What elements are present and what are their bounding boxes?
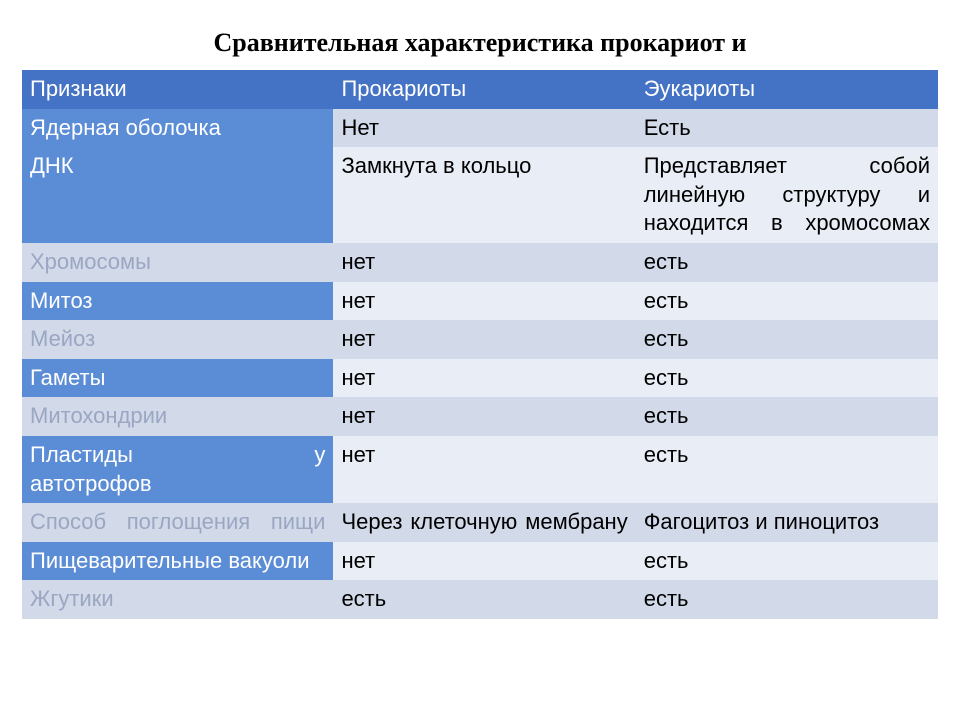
slide-title: Сравнительная характеристика прокариот и [22,10,938,70]
table-row: Пластиды уавтотрофовнетесть [22,436,938,503]
feature-cell: Мейоз [22,320,333,359]
prokaryotes-cell: есть [333,580,635,619]
feature-cell: Жгутики [22,580,333,619]
table-row: Митохондриинетесть [22,397,938,436]
eukaryotes-cell: Фагоцитоз и пиноцитоз [636,503,938,542]
table-row: Гаметынетесть [22,359,938,398]
table-row: Мейознетесть [22,320,938,359]
eukaryotes-cell: есть [636,282,938,321]
prokaryotes-cell: Нет [333,109,635,148]
feature-cell: Митоз [22,282,333,321]
table-header-cell: Прокариоты [333,70,635,109]
slide: Сравнительная характеристика прокариот и… [0,0,960,619]
prokaryotes-cell: нет [333,243,635,282]
prokaryotes-cell: нет [333,282,635,321]
prokaryotes-cell: нет [333,359,635,398]
feature-cell: ДНК [22,147,333,243]
eukaryotes-cell: есть [636,320,938,359]
prokaryotes-cell: нет [333,542,635,581]
feature-cell: Пластиды уавтотрофов [22,436,333,503]
prokaryotes-cell: Замкнута в кольцо [333,147,635,243]
eukaryotes-cell: Есть [636,109,938,148]
eukaryotes-cell: есть [636,580,938,619]
eukaryotes-cell: есть [636,243,938,282]
table-row: Митознетесть [22,282,938,321]
table-header-row: ПризнакиПрокариотыЭукариоты [22,70,938,109]
feature-cell: Ядерная оболочка [22,109,333,148]
eukaryotes-cell: Представляет собой линейную структуру и … [636,147,938,243]
prokaryotes-cell: нет [333,397,635,436]
eukaryotes-cell: есть [636,436,938,503]
feature-cell: Митохондрии [22,397,333,436]
table-row: Ядерная оболочкаНетЕсть [22,109,938,148]
table-row: Способ поглощения пищиЧерез клеточную ме… [22,503,938,542]
eukaryotes-cell: есть [636,397,938,436]
table-row: Жгутикиестьесть [22,580,938,619]
feature-cell: Гаметы [22,359,333,398]
table-header-cell: Признаки [22,70,333,109]
feature-cell: Пищеварительные вакуоли [22,542,333,581]
feature-cell: Хромосомы [22,243,333,282]
table-row: ДНКЗамкнута в кольцоПредставляет собой л… [22,147,938,243]
prokaryotes-cell: Через клеточную мембрану [333,503,635,542]
table-row: Хромосомынетесть [22,243,938,282]
comparison-table: ПризнакиПрокариотыЭукариотыЯдерная оболо… [22,70,938,619]
eukaryotes-cell: есть [636,359,938,398]
table-header-cell: Эукариоты [636,70,938,109]
eukaryotes-cell: есть [636,542,938,581]
prokaryotes-cell: нет [333,320,635,359]
feature-cell: Способ поглощения пищи [22,503,333,542]
table-row: Пищеварительные вакуолинетесть [22,542,938,581]
prokaryotes-cell: нет [333,436,635,503]
